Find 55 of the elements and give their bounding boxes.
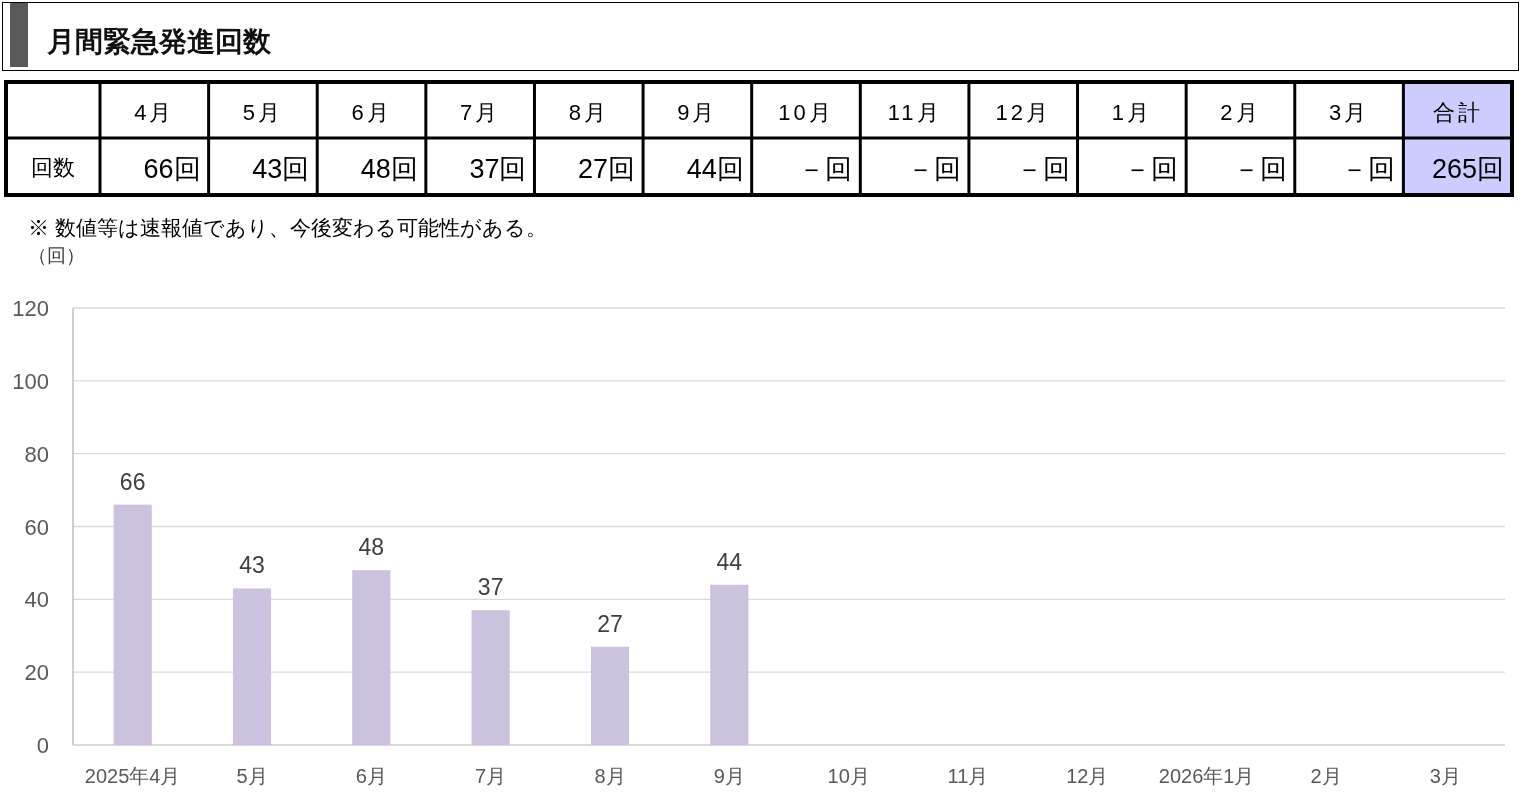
cell-label: －回 [906,154,961,184]
data-label: 37 [477,574,504,601]
x-tick-label: 2月 [1310,765,1342,787]
x-tick-label: 2026年1月 [1158,765,1255,787]
column-header: 4月 [134,100,175,125]
cell-label: －回 [1341,154,1396,184]
x-tick-label: 2025年4月 [84,765,181,787]
cell-label: －回 [1015,154,1070,184]
column-header: 12月 [995,100,1051,125]
y-axis-title: （回） [28,245,85,266]
cell-label: －回 [798,154,853,184]
row-header: 回数 [31,155,75,180]
y-tick-label: 0 [36,733,49,758]
y-tick-label: 100 [12,368,49,394]
cell-label: 44回 [686,154,744,184]
column-header: 5月 [242,100,284,125]
cell-label: －回 [1232,154,1287,184]
x-tick-label: 11月 [947,765,989,787]
cell-label: 66回 [143,154,201,184]
x-tick-label: 5月 [236,765,268,787]
cell-label: 265回 [1431,154,1504,184]
column-header: 3月 [1328,100,1370,125]
x-tick-label: 6月 [355,765,387,787]
data-label: 43 [239,552,265,579]
x-tick-label: 7月 [475,765,507,787]
column-header: 10月 [778,100,834,125]
y-tick-label: 80 [24,441,49,467]
cell-label: 27回 [578,154,636,184]
data-label: 44 [716,548,743,575]
cell-label: 43回 [252,154,310,184]
column-header: 8月 [568,100,609,125]
data-label: 27 [597,610,623,637]
column-header: 合計 [1432,100,1483,125]
data-label: 48 [358,534,385,561]
cell-label: 37回 [469,154,527,184]
column-header: 1月 [1111,100,1152,125]
column-header: 9月 [677,100,718,125]
column-header: 11月 [887,100,942,125]
x-tick-label: 3月 [1429,765,1461,787]
x-tick-label: 12月 [1066,765,1109,787]
column-header: 7月 [460,100,501,125]
column-header: 2月 [1220,100,1261,125]
y-tick-label: 60 [24,514,49,540]
note: ※ 数値等は速報値であり、今後変わる可能性がある。 [28,216,547,239]
cell-label: －回 [1124,154,1179,184]
x-tick-label: 10月 [827,765,870,787]
x-tick-label: 8月 [594,765,626,787]
cell-label: 48回 [360,154,418,184]
column-header: 6月 [351,100,392,125]
title: 月間緊急発進回数 [47,26,271,57]
x-tick-label: 9月 [713,765,745,787]
data-label: 66 [119,468,146,495]
y-tick-label: 20 [24,660,49,686]
y-tick-label: 120 [12,296,49,321]
y-tick-label: 40 [24,587,49,613]
